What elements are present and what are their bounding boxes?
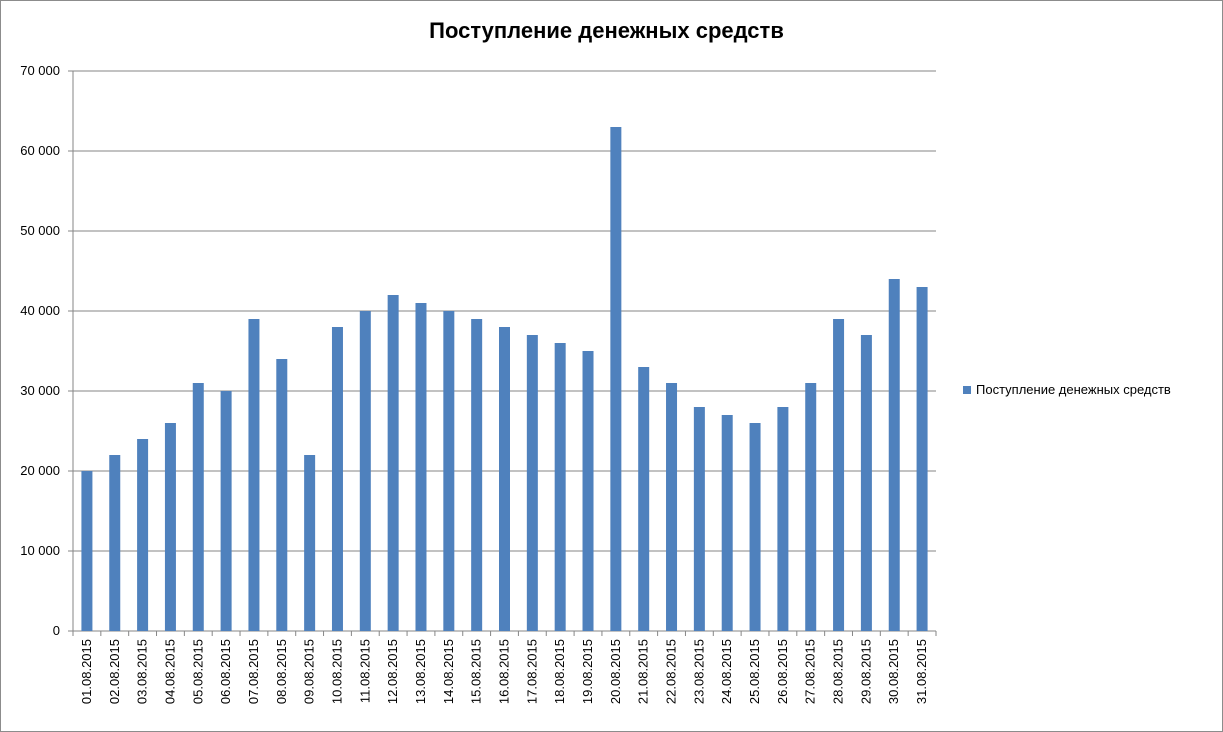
x-tick-label: 18.08.2015 [552, 639, 567, 704]
x-tick-label: 06.08.2015 [218, 639, 233, 704]
y-tick-label: 40 000 [20, 303, 60, 318]
x-tick-label: 12.08.2015 [385, 639, 400, 704]
bar [693, 407, 705, 631]
bar [415, 303, 427, 631]
x-tick-label: 16.08.2015 [497, 639, 512, 704]
x-tick-label: 22.08.2015 [664, 639, 679, 704]
x-tick-label: 11.08.2015 [357, 639, 372, 703]
y-tick-label: 10 000 [20, 543, 60, 558]
x-tick-label: 24.08.2015 [719, 639, 734, 704]
y-tick-label: 60 000 [20, 143, 60, 158]
x-tick-label: 10.08.2015 [329, 639, 344, 704]
bar [499, 327, 510, 631]
x-tick-label: 23.08.2015 [691, 639, 706, 704]
legend-swatch [963, 385, 971, 394]
x-tick-label: 01.08.2015 [79, 639, 94, 704]
bar [833, 319, 845, 631]
bar [554, 343, 566, 631]
y-tick-label: 0 [53, 623, 60, 638]
x-tick-label: 02.08.2015 [107, 639, 122, 704]
bar [860, 335, 872, 631]
x-tick-label: 31.08.2015 [914, 639, 929, 704]
x-tick-label: 25.08.2015 [747, 639, 762, 704]
bar [916, 287, 928, 631]
bar [192, 383, 204, 631]
bar [81, 471, 93, 631]
bar [304, 455, 316, 631]
x-tick-label: 17.08.2015 [524, 639, 539, 704]
bar [805, 383, 817, 631]
bar [331, 327, 343, 631]
bar [137, 439, 149, 631]
x-tick-label: 29.08.2015 [858, 639, 873, 704]
bar [749, 423, 761, 631]
bar [582, 351, 594, 631]
y-tick-label: 30 000 [20, 383, 60, 398]
legend-label: Поступление денежных средств [976, 382, 1171, 397]
y-tick-label: 20 000 [20, 463, 60, 478]
bar [387, 295, 399, 631]
x-tick-label: 19.08.2015 [580, 639, 595, 704]
bar [443, 311, 455, 631]
y-tick-label: 50 000 [20, 223, 60, 238]
bar [276, 359, 288, 631]
x-tick-label: 30.08.2015 [886, 639, 901, 704]
bar [164, 423, 176, 631]
x-tick-label: 14.08.2015 [441, 639, 456, 704]
bar [248, 319, 260, 631]
x-tick-label: 21.08.2015 [636, 639, 651, 704]
x-tick-label: 13.08.2015 [413, 639, 428, 704]
x-tick-label: 07.08.2015 [246, 639, 261, 704]
x-tick-label: 09.08.2015 [302, 639, 317, 704]
bar [888, 279, 900, 631]
bar [721, 415, 733, 631]
bar [638, 367, 650, 631]
bar [777, 407, 789, 631]
y-tick-label: 70 000 [20, 63, 60, 78]
bar [610, 127, 622, 631]
bar [220, 391, 232, 631]
bar [359, 311, 371, 631]
x-tick-label: 04.08.2015 [162, 639, 177, 704]
x-tick-label: 03.08.2015 [135, 639, 150, 704]
x-tick-label: 15.08.2015 [469, 639, 484, 704]
bar [526, 335, 538, 631]
legend: Поступление денежных средств [963, 382, 1171, 397]
bar [666, 383, 678, 631]
chart-title: Поступление денежных средств [429, 18, 784, 43]
x-tick-label: 08.08.2015 [274, 639, 289, 704]
bar [471, 319, 483, 631]
x-tick-label: 28.08.2015 [831, 639, 846, 704]
x-tick-label: 05.08.2015 [190, 639, 205, 704]
x-tick-label: 26.08.2015 [775, 639, 790, 704]
x-tick-label: 27.08.2015 [803, 639, 818, 704]
x-tick-label: 20.08.2015 [608, 639, 623, 704]
bar [109, 455, 121, 631]
